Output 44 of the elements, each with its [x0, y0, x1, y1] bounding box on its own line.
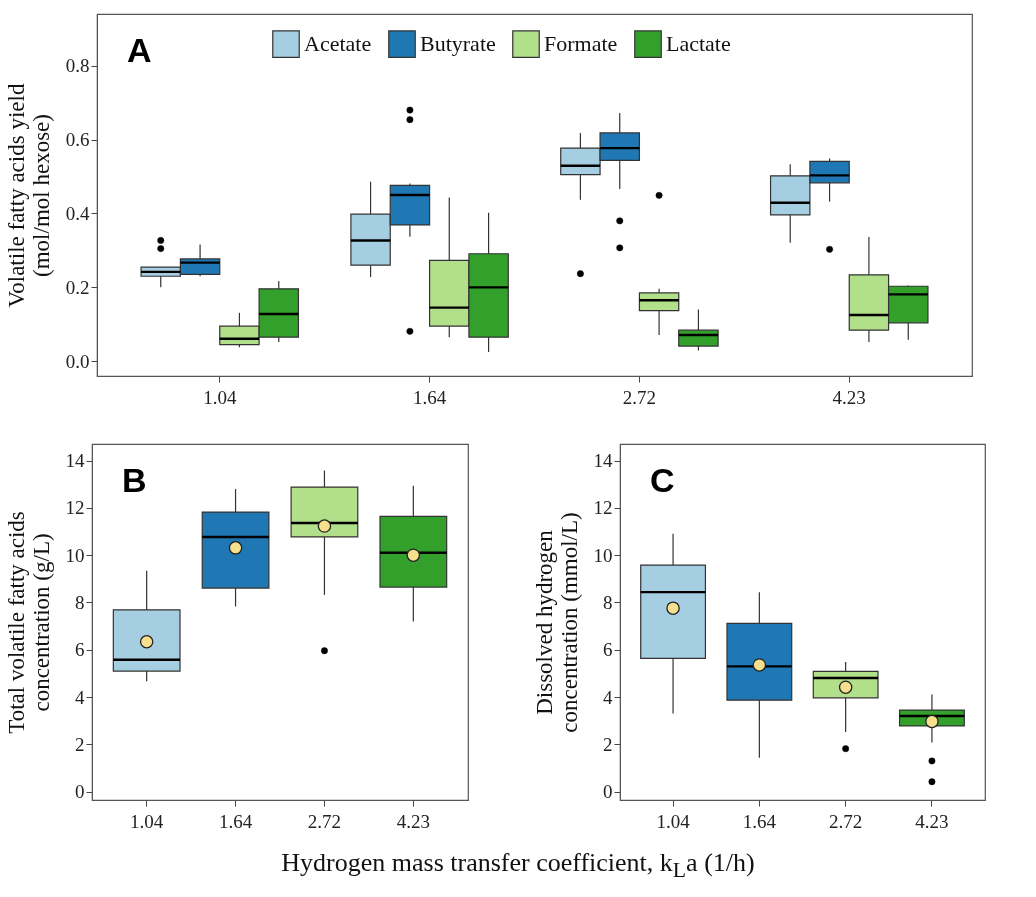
y-tick-label: 6	[75, 639, 85, 661]
y-tick-label: 0.8	[65, 55, 90, 77]
y-tick-label: 12	[65, 497, 85, 519]
y-tick-label: 0	[75, 781, 85, 803]
y-tick-label: 2	[75, 733, 85, 755]
y-tick-label: 0.6	[65, 129, 90, 151]
x-tick-label: 1.04	[656, 810, 691, 832]
y-tick-label: 12	[593, 497, 613, 519]
legend-label: Butyrate	[420, 31, 496, 57]
y-tick-label: 14	[593, 450, 613, 472]
x-axis-title: Hydrogen mass transfer coefficient, k$_{L}$a (1/h)	[280, 848, 756, 884]
x-tick-label: 2.72	[622, 386, 657, 408]
x-tick-label: 1.04	[130, 810, 164, 832]
y-tick-label: 2	[603, 733, 613, 755]
y-tick-label: 14	[65, 450, 85, 472]
y-tick-label: 0	[603, 781, 613, 803]
y-axis-title: Dissolved hydrogen concentration (mmol/L)	[531, 512, 582, 733]
x-tick-label: 4.23	[832, 386, 866, 408]
y-axis-title: Total volatile fatty acids concentration (g/L)	[3, 511, 54, 734]
y-tick-label: 10	[593, 544, 613, 566]
x-tick-label: 1.64	[742, 810, 777, 832]
y-tick-label: 0.2	[65, 276, 90, 298]
x-tick-label: 1.64	[218, 810, 253, 832]
y-tick-label: 8	[75, 591, 85, 613]
x-tick-label: 2.72	[829, 810, 863, 832]
x-tick-label: 2.72	[307, 810, 342, 832]
text: C	[650, 461, 675, 499]
x-tick-label: 4.23	[915, 810, 949, 832]
y-tick-label: 0.0	[65, 350, 90, 372]
legend-label: Lactate	[666, 31, 731, 57]
y-tick-label: 8	[603, 591, 613, 613]
text: A	[127, 31, 152, 69]
y-tick-label: 6	[603, 639, 613, 661]
x-tick-label: 1.04	[203, 386, 237, 408]
legend-label: Formate	[544, 31, 618, 57]
y-axis-title: Volatile fatty acids yield (mol/mol hexose)	[3, 83, 54, 308]
y-tick-label: 4	[603, 686, 613, 708]
x-tick-label: 4.23	[396, 810, 430, 832]
y-tick-label: 10	[65, 544, 85, 566]
y-tick-label: 0.4	[65, 202, 90, 224]
text: B	[122, 461, 147, 499]
x-tick-label: 1.64	[412, 386, 447, 408]
y-tick-label: 4	[75, 686, 85, 708]
legend-label: Acetate	[304, 31, 372, 57]
